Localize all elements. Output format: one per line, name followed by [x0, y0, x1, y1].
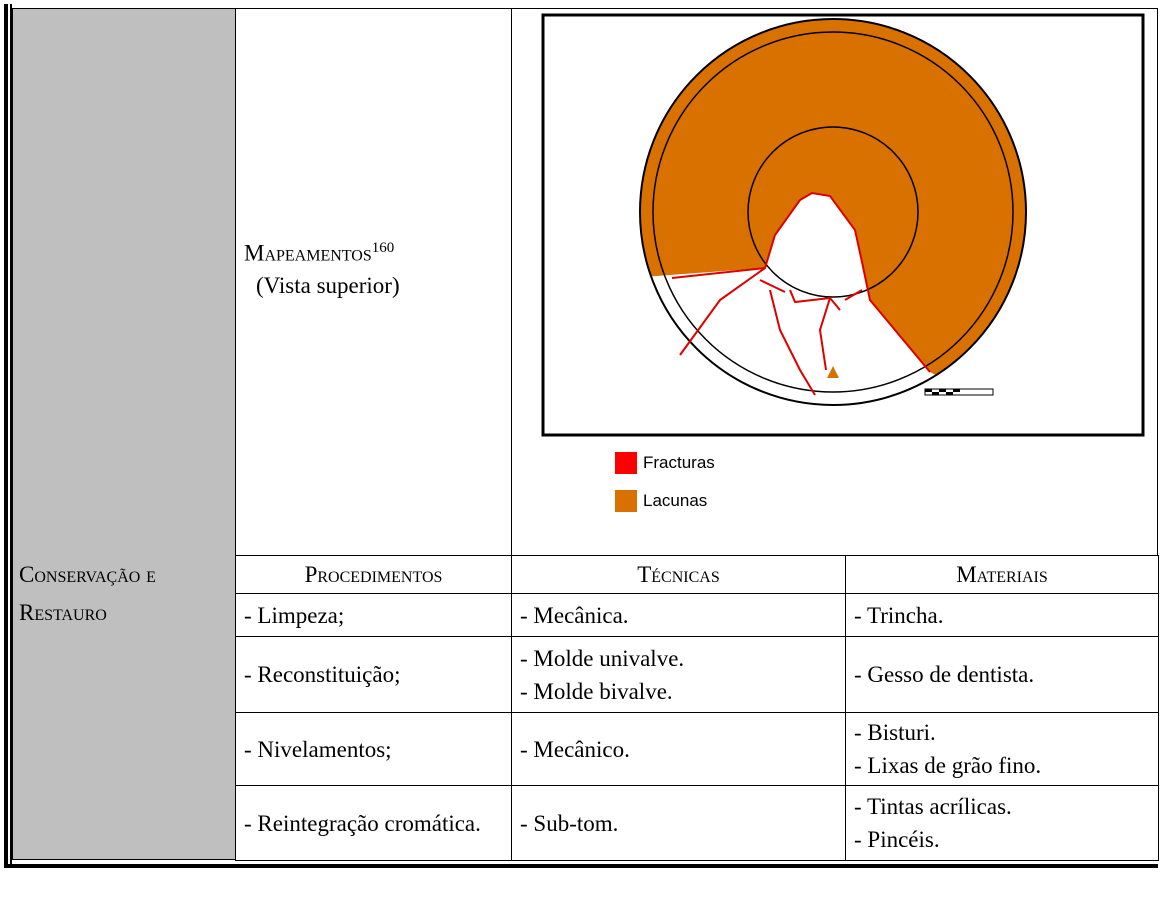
cell-line: - Nivelamentos;: [244, 736, 392, 762]
row-header-text: Conservação e Restauro: [19, 562, 156, 625]
cell-line: - Sub-tom.: [520, 810, 619, 836]
cell-line: - Trincha.: [854, 602, 944, 628]
legend-label: Fracturas: [643, 453, 715, 472]
table-cell: - Limpeza;: [235, 593, 512, 637]
cell-line: - Molde univalve.: [520, 645, 685, 671]
table-cell: - Gesso de dentista.: [845, 636, 1159, 713]
cell-line: - Limpeza;: [244, 602, 345, 628]
table-cell: - Mecânica.: [511, 593, 846, 637]
scale-bar: [953, 389, 960, 392]
cell-line: - Gesso de dentista.: [854, 662, 1035, 687]
cell-line: - Lixas de grão fino.: [854, 753, 1042, 778]
mapping-subtitle: (Vista superior): [256, 273, 400, 299]
column-header: Técnicas: [511, 555, 846, 594]
mapping-cell: Mapeamentos160 (Vista superior): [235, 8, 512, 556]
scale-bar: [939, 389, 946, 392]
table-cell: - Molde univalve. - Molde bivalve.: [511, 636, 846, 713]
border: [10, 4, 12, 868]
row-header: Conservação e Restauro: [12, 8, 236, 860]
table-cell: - Sub-tom.: [511, 785, 846, 861]
cell-line: - Molde bivalve.: [520, 678, 673, 704]
cell-line: - Reconstituição;: [244, 662, 401, 687]
table-cell: - Trincha.: [845, 593, 1159, 637]
table-cell: - Mecânico.: [511, 712, 846, 786]
inner-rim: [652, 31, 1014, 393]
cell-line: - Bisturi.: [854, 720, 936, 745]
legend-label: Lacunas: [643, 491, 708, 510]
table-cell: - Reintegração cromática.: [235, 785, 512, 861]
border: [4, 864, 1158, 868]
legend-swatch: [615, 452, 637, 474]
base-ring: [747, 126, 919, 298]
cell-line: - Pincéis.: [854, 827, 940, 852]
preserved-area: [640, 193, 1026, 405]
table-cell: - Nivelamentos;: [235, 712, 512, 786]
cell-line: - Mecânica.: [520, 602, 629, 628]
cell-line: - Reintegração cromática.: [244, 810, 481, 836]
table-cell: - Bisturi. - Lixas de grão fino.: [845, 712, 1159, 786]
outer-rim: [639, 18, 1027, 406]
mapping-title: Mapeamentos: [244, 240, 372, 266]
scale-bar: [932, 392, 939, 395]
cell-line: - Mecânico.: [520, 736, 630, 762]
border: [4, 4, 8, 868]
column-header: Materiais: [845, 555, 1159, 594]
column-header: Procedimentos: [235, 555, 512, 594]
scale-bar: [925, 389, 932, 392]
cell-line: - Tintas acrílicas.: [854, 794, 1012, 819]
footnote-ref: 160: [371, 239, 395, 256]
legend-swatch: [615, 490, 637, 512]
table-cell: - Tintas acrílicas. - Pincéis.: [845, 785, 1159, 861]
marker: [827, 366, 839, 378]
scale-bar: [946, 392, 953, 395]
fractures: [671, 191, 931, 396]
table-cell: - Reconstituição;: [235, 636, 512, 713]
